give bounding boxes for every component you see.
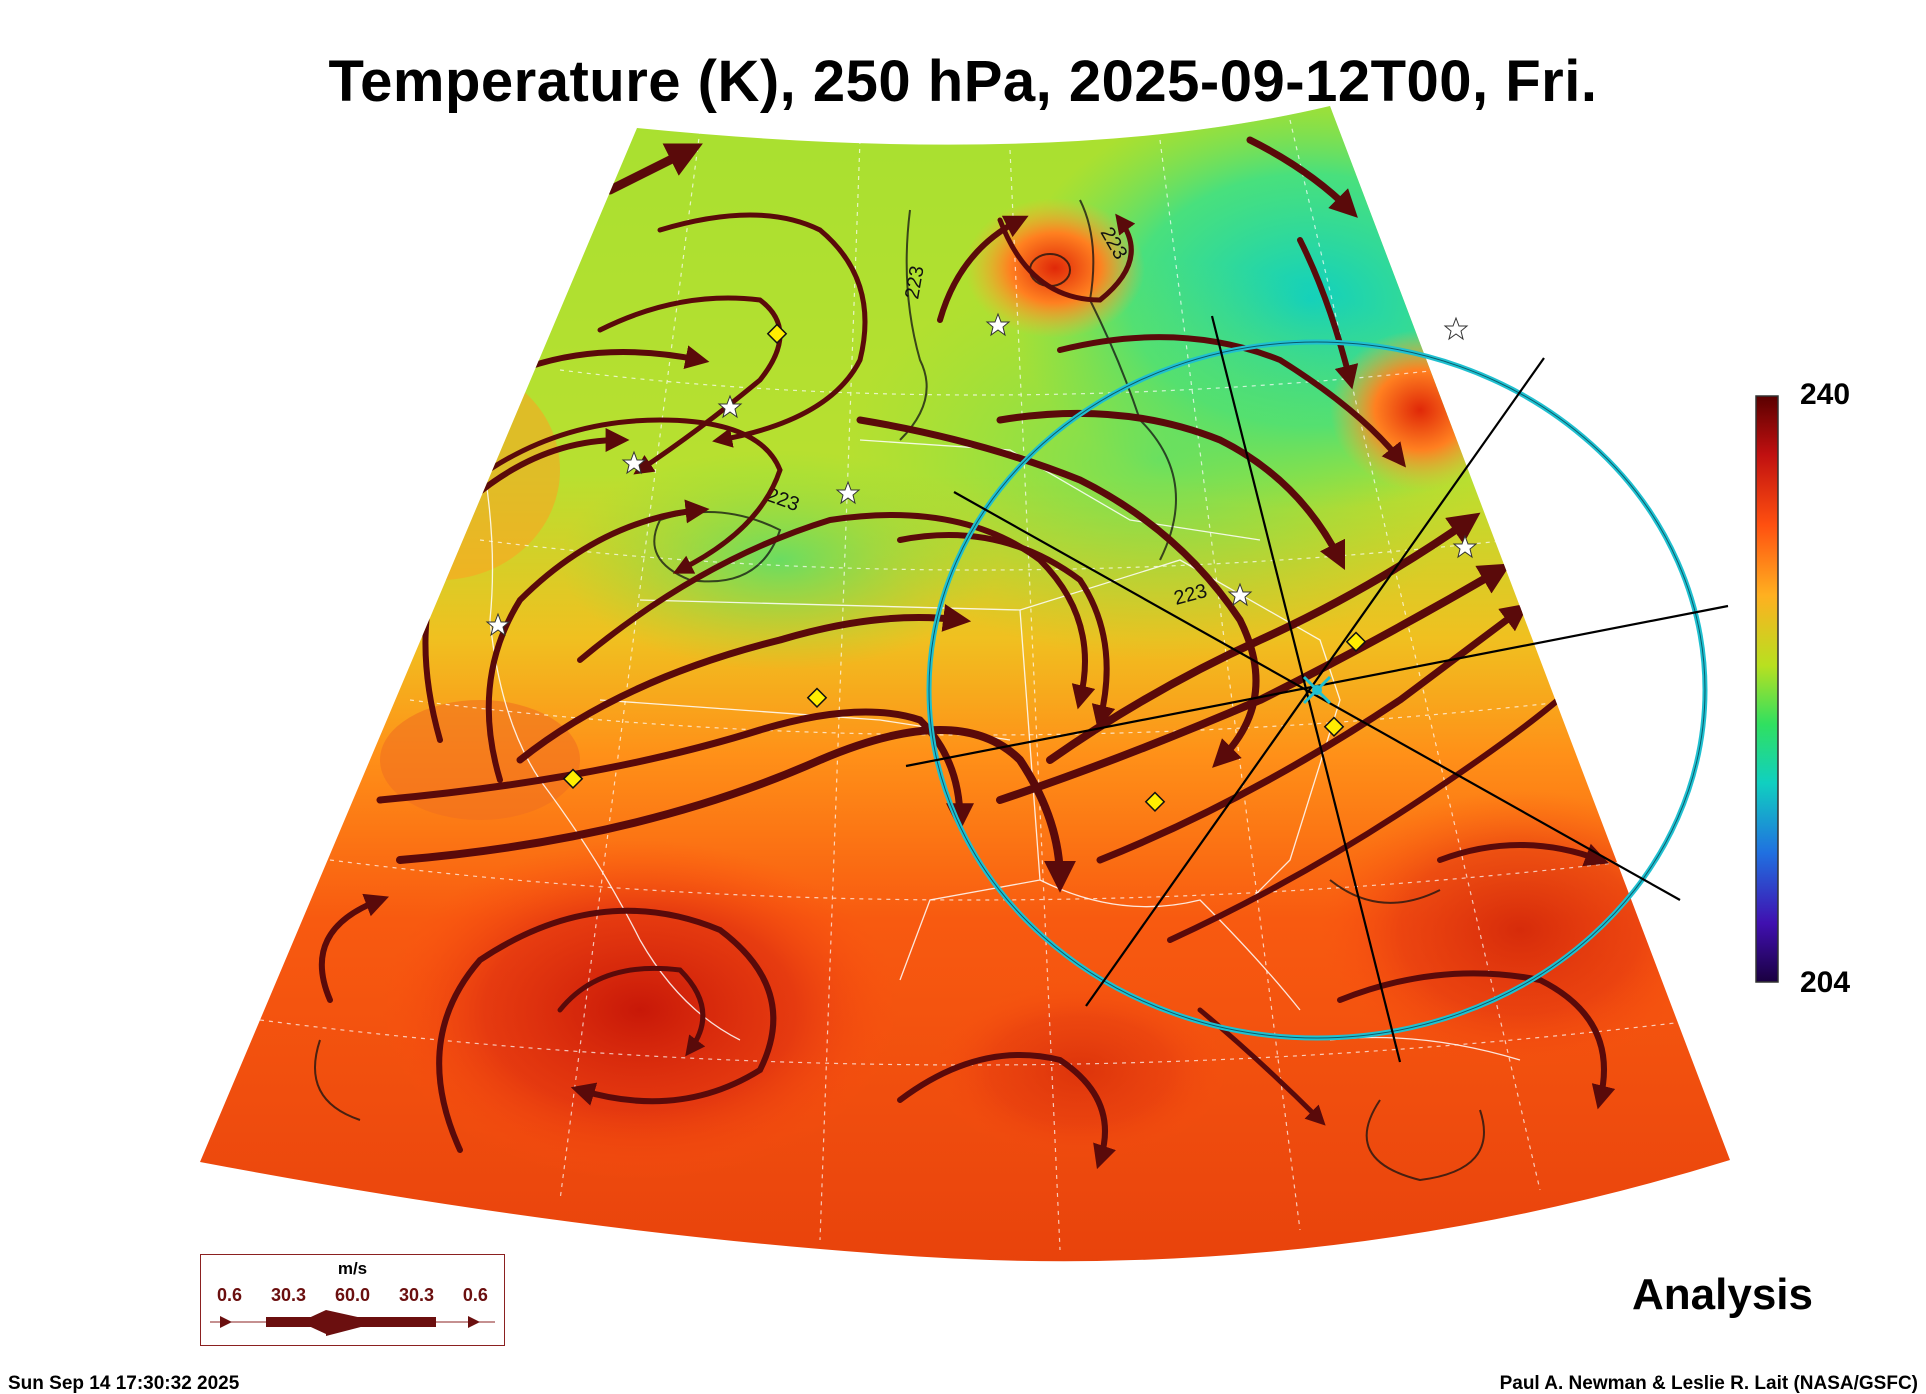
diamond-marker [1345, 631, 1367, 652]
colorbar-rect [1755, 395, 1779, 983]
star-marker [1227, 582, 1253, 607]
star-marker [717, 394, 743, 419]
wind-legend-values: 0.6 30.3 60.0 30.3 0.6 [217, 1285, 488, 1306]
wind-legend-value: 0.6 [217, 1285, 243, 1305]
star-marker [1443, 316, 1469, 341]
wind-legend-unit: m/s [337, 1259, 368, 1278]
contours [314, 199, 1485, 1182]
colorbar [1755, 395, 1779, 983]
diamond-marker [806, 687, 828, 708]
star-marker [985, 312, 1011, 337]
radial-lines [905, 315, 1729, 1063]
star-marker [621, 450, 647, 475]
map-title: Temperature (K), 250 hPa, 2025-09-12T00,… [328, 49, 1598, 114]
star-marker [1452, 534, 1478, 559]
diamond-marker [562, 768, 584, 789]
temperature-field [200, 106, 1730, 1262]
star-markers [485, 312, 1478, 637]
star-marker [485, 612, 511, 637]
diamond-marker [1323, 716, 1345, 737]
star-marker [835, 480, 861, 505]
wind-legend-value: 0.6 [462, 1285, 488, 1305]
panel-label: Analysis [1632, 1270, 1813, 1319]
footer-timestamp: Sun Sep 14 17:30:32 2025 [8, 1373, 240, 1394]
wind-legend: m/s 0.6 30.3 60.0 30.3 0.6 [200, 1254, 505, 1346]
target-overlay [905, 315, 1729, 1063]
wind-legend-value: 30.3 [398, 1285, 434, 1305]
colorbar-min-label: 204 [1800, 966, 1851, 999]
circle-center-marker [1302, 675, 1332, 705]
wind-streamlines [318, 136, 1616, 1170]
colorbar-max-label: 240 [1800, 378, 1851, 411]
wind-legend-value: 30.3 [270, 1285, 307, 1305]
wind-legend-value: 60.0 [334, 1285, 370, 1305]
range-circle-edge [928, 341, 1706, 1039]
wind-legend-graphic [210, 1310, 495, 1336]
footer-credit: Paul A. Newman & Leslie R. Lait (NASA/GS… [1499, 1373, 1918, 1394]
diamond-marker [766, 323, 788, 344]
diamond-marker [1144, 791, 1166, 812]
diamond-markers [562, 323, 1367, 812]
